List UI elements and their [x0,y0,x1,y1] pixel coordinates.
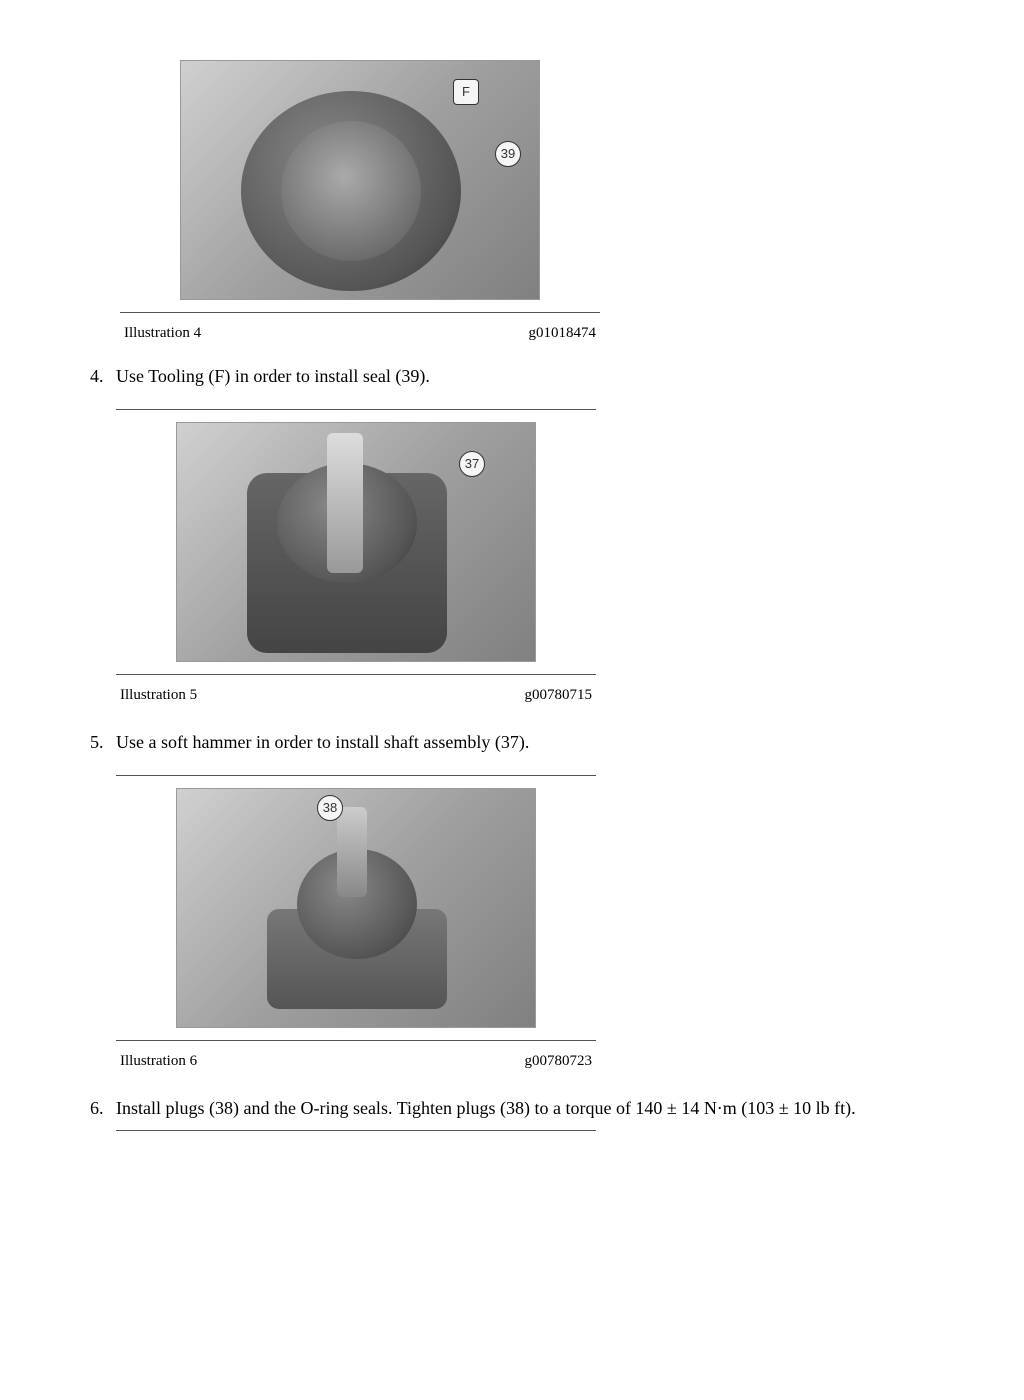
callout-39: 39 [495,141,521,167]
step-4-text: Use Tooling (F) in order to install seal… [116,366,430,386]
figure-4-caption: Illustration 4 g01018474 [120,323,600,344]
illustration-label: Illustration 4 [124,323,201,344]
step-6: Install plugs (38) and the O-ring seals.… [108,1096,944,1130]
figure-divider [120,312,600,313]
figure-divider [116,1040,596,1041]
callout-f: F [453,79,479,105]
figure-6: 38 Illustration 6 g00780723 [116,775,596,1072]
step-6-text: Install plugs (38) and the O-ring seals.… [116,1098,856,1118]
figure-6-caption: Illustration 6 g00780723 [116,1051,596,1072]
figure-divider [116,674,596,675]
illustration-6-image: 38 [176,788,536,1028]
illustration-4-image: F 39 [180,60,540,300]
illustration-label: Illustration 6 [120,1051,197,1072]
illustration-label: Illustration 5 [120,685,197,706]
figure-divider [116,1130,596,1131]
illustration-code: g00780715 [525,685,593,706]
illustration-code: g01018474 [529,323,597,344]
figure-5: 37 Illustration 5 g00780715 [116,409,596,706]
figure-divider [116,775,596,776]
callout-37: 37 [459,451,485,477]
step-4: Use Tooling (F) in order to install seal… [108,364,944,706]
figure-divider [116,409,596,410]
step-5-text: Use a soft hammer in order to install sh… [116,732,529,752]
step-5: Use a soft hammer in order to install sh… [108,730,944,1072]
step-list: Use Tooling (F) in order to install seal… [80,364,944,1131]
illustration-code: g00780723 [525,1051,593,1072]
illustration-5-image: 37 [176,422,536,662]
figure-4: F 39 Illustration 4 g01018474 [120,60,600,344]
figure-5-caption: Illustration 5 g00780715 [116,685,596,706]
trailing-divider-block [116,1130,596,1131]
